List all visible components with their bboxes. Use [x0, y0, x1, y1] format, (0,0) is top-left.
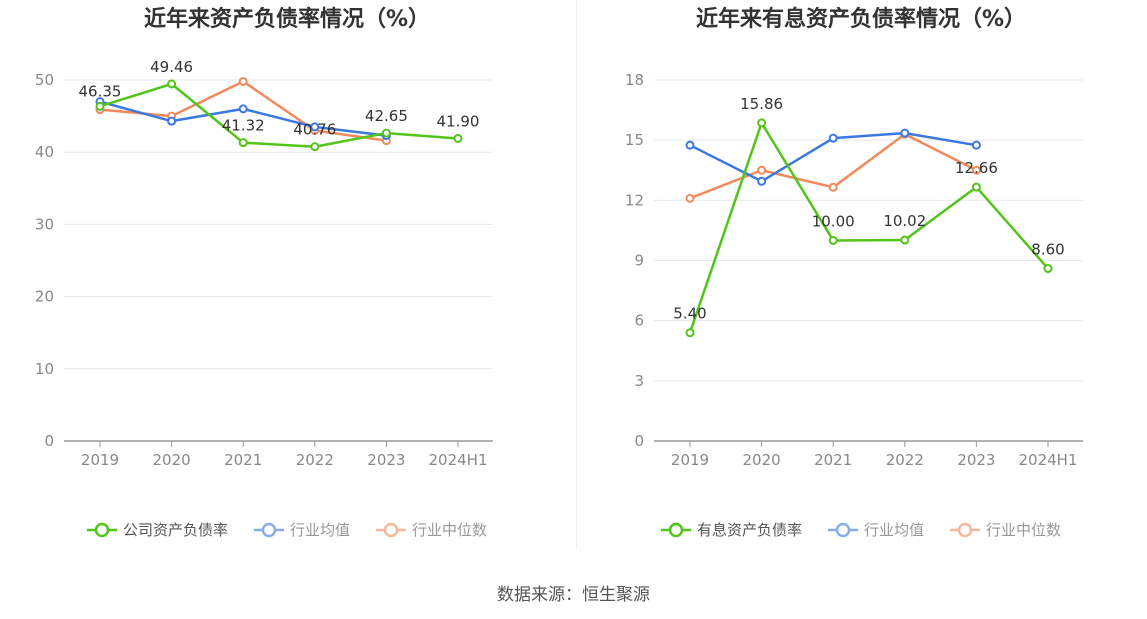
data-point — [310, 142, 320, 152]
series-line-0 — [688, 121, 1049, 334]
legend-marker — [668, 522, 684, 538]
data-point — [238, 138, 248, 148]
legend-label: 行业中位数 — [986, 521, 1061, 539]
debt-ratio-chart: 近年来资产负债率情况（%） 0 10 20 30 40 50 2019 2020 2021 2022… — [35, 6, 493, 539]
legend-marker — [94, 522, 110, 538]
data-label: 46.35 — [79, 82, 122, 100]
data-point — [971, 140, 981, 150]
data-label: 41.90 — [437, 112, 480, 130]
legend-item-0: 有息资产负债率 — [661, 521, 802, 539]
chart-panel-left: 近年来资产负债率情况（%） 0 10 20 30 40 50 2019 2020 2021 2022… — [0, 0, 574, 560]
data-label: 40.76 — [293, 121, 336, 139]
data-point — [900, 235, 910, 245]
data-label: 10.00 — [812, 212, 855, 230]
y-tick-label: 30 — [35, 215, 54, 233]
legend-item-2: 行业中位数 — [376, 521, 487, 539]
x-tick-label: 2019 — [81, 451, 119, 469]
data-point — [971, 182, 981, 192]
data-point — [757, 165, 767, 175]
y-tick-label: 10 — [35, 360, 54, 378]
x-tick-label: 2022 — [886, 451, 924, 469]
data-point — [828, 133, 838, 143]
y-tick-label: 9 — [634, 252, 644, 270]
data-label: 49.46 — [150, 58, 193, 76]
x-tick-label: 2021 — [224, 451, 262, 469]
data-label: 10.02 — [883, 212, 926, 230]
legend-marker — [383, 522, 399, 538]
data-point — [453, 133, 463, 143]
x-tick-label: 2024H1 — [429, 451, 488, 469]
data-source-text: 数据来源：恒生聚源 — [497, 585, 650, 605]
y-tick-label: 50 — [35, 71, 54, 89]
y-tick-label: 3 — [634, 372, 644, 390]
data-point — [828, 235, 838, 245]
data-label: 8.60 — [1031, 241, 1064, 259]
y-tick-label: 0 — [634, 432, 644, 450]
y-tick-label: 18 — [625, 71, 644, 89]
interest-debt-ratio-chart: 近年来有息资产负债率情况（%） 0 3 6 9 12 15 18 2019 2020 2021 202… — [625, 6, 1083, 539]
legend-label: 公司资产负债率 — [123, 521, 228, 539]
legend-marker — [957, 522, 973, 538]
data-point — [310, 122, 320, 132]
data-point — [381, 128, 391, 138]
data-point — [167, 79, 177, 89]
data-point — [685, 140, 695, 150]
x-tick-label: 2024H1 — [1019, 451, 1078, 469]
x-tick-label: 2019 — [671, 451, 709, 469]
legend-label: 行业均值 — [864, 521, 924, 539]
x-tick-label: 2020 — [743, 451, 781, 469]
legend-label: 有息资产负债率 — [697, 521, 802, 539]
data-point — [971, 165, 981, 175]
data-point — [828, 182, 838, 192]
data-label: 42.65 — [365, 107, 408, 125]
data-label: 5.40 — [673, 305, 706, 323]
data-point — [167, 116, 177, 126]
y-tick-label: 12 — [625, 191, 644, 209]
data-point — [95, 101, 105, 111]
data-point — [685, 193, 695, 203]
chart-title: 近年来资产负债率情况（%） — [144, 6, 430, 32]
y-tick-label: 0 — [44, 432, 54, 450]
data-label: 15.86 — [740, 95, 783, 113]
data-point — [238, 104, 248, 114]
legend-marker — [261, 522, 277, 538]
series-line-0 — [99, 82, 459, 148]
legend-item-1: 行业均值 — [254, 521, 350, 539]
y-tick-label: 20 — [35, 288, 54, 306]
x-tick-label: 2020 — [153, 451, 191, 469]
panel-divider — [576, 0, 577, 550]
x-tick-label: 2022 — [296, 451, 334, 469]
y-tick-label: 6 — [634, 312, 644, 330]
legend-item-1: 行业均值 — [828, 521, 924, 539]
y-tick-label: 40 — [35, 143, 54, 161]
legend-item-0: 公司资产负债率 — [87, 521, 228, 539]
legend-label: 行业中位数 — [412, 521, 487, 539]
chart-panel-right: 近年来有息资产负债率情况（%） 0 3 6 9 12 15 18 2019 2020 2021 202… — [574, 0, 1147, 560]
x-tick-label: 2023 — [957, 451, 995, 469]
data-label: 41.32 — [222, 117, 265, 135]
data-label: 12.66 — [955, 159, 998, 177]
chart-title: 近年来有息资产负债率情况（%） — [696, 6, 1026, 32]
data-point — [900, 128, 910, 138]
legend-item-2: 行业中位数 — [950, 521, 1061, 539]
y-tick-label: 15 — [625, 131, 644, 149]
data-point — [685, 328, 695, 338]
data-point — [757, 118, 767, 128]
data-point — [757, 176, 767, 186]
x-tick-label: 2021 — [814, 451, 852, 469]
data-point — [1043, 264, 1053, 274]
x-tick-label: 2023 — [367, 451, 405, 469]
legend-label: 行业均值 — [290, 521, 350, 539]
legend-marker — [835, 522, 851, 538]
data-point — [238, 76, 248, 86]
